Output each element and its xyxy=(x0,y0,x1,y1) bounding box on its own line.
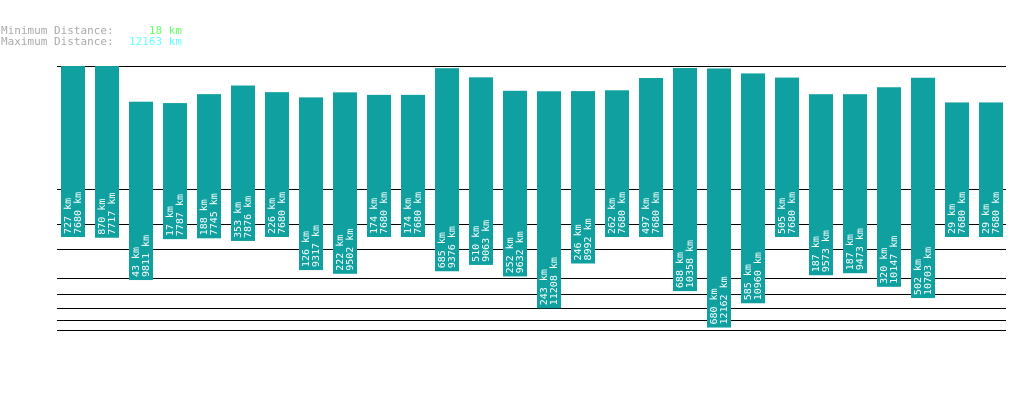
bar-max-label: 7680 km xyxy=(617,192,628,234)
bar-min-label: 502 km xyxy=(913,259,924,295)
bar-min-label: 187 km xyxy=(845,234,856,270)
distance-bar xyxy=(197,94,221,239)
distance-bar xyxy=(333,92,357,274)
distance-bar xyxy=(707,68,731,328)
bar-min-label: 497 km xyxy=(641,198,652,234)
bar-min-label: 29 km xyxy=(981,204,992,234)
distance-bar xyxy=(469,77,493,265)
bar-max-label: 10960 km xyxy=(753,252,764,300)
bar-min-label: 188 km xyxy=(199,199,210,235)
min-distance-value: 18 km xyxy=(148,24,182,37)
distance-bar xyxy=(911,77,935,299)
bar-max-label: 10147 km xyxy=(889,236,900,284)
bar-min-label: 174 km xyxy=(403,198,414,234)
bar-min-label: 226 km xyxy=(267,198,278,234)
bar-max-label: 10358 km xyxy=(685,240,696,288)
distance-bar xyxy=(537,91,561,309)
distance-bar xyxy=(673,68,697,292)
distance-bar xyxy=(231,85,255,241)
bar-max-label: 7876 km xyxy=(243,196,254,238)
bar-min-label: 187 km xyxy=(811,236,822,272)
bar-max-label: 7680 km xyxy=(957,192,968,234)
distance-bar xyxy=(979,102,1003,237)
bar-min-label: 222 km xyxy=(335,235,346,271)
bar-max-label: 9473 km xyxy=(855,228,866,270)
distance-bar xyxy=(945,102,969,237)
min-distance-row: Minimum Distance: 18 km xyxy=(1,25,182,36)
distance-bar xyxy=(163,103,187,240)
bar-max-label: 10703 km xyxy=(923,247,934,295)
distance-bar xyxy=(129,101,153,281)
distance-bar xyxy=(299,97,323,271)
max-distance-row: Maximum Distance: 12163 km xyxy=(1,36,182,47)
distance-summary: Minimum Distance: 18 km Maximum Distance:… xyxy=(1,25,182,47)
bar-min-label: 505 km xyxy=(777,198,788,234)
distance-bar xyxy=(639,78,663,237)
distance-bar xyxy=(741,73,765,304)
bar-min-label: 510 km xyxy=(471,226,482,262)
bar-max-label: 7680 km xyxy=(73,192,84,234)
bar-max-label: 7717 km xyxy=(107,193,118,235)
distance-bar xyxy=(843,94,867,274)
max-distance-label: Maximum Distance: xyxy=(1,35,114,48)
bar-min-label: 685 km xyxy=(437,232,448,268)
bar-max-label: 7680 km xyxy=(991,192,1002,234)
bar-max-label: 9632 km xyxy=(515,231,526,273)
bar-min-label: 29 km xyxy=(947,204,958,234)
distance-bar xyxy=(503,90,527,277)
distance-bar xyxy=(571,91,595,264)
bar-min-label: 353 km xyxy=(233,202,244,238)
max-distance-value: 12163 km xyxy=(129,35,182,48)
bar-max-label: 7745 km xyxy=(209,193,220,235)
distance-bar xyxy=(61,66,85,237)
bar-max-label: 7680 km xyxy=(277,192,288,234)
bar-min-label: 585 km xyxy=(743,264,754,300)
bar-min-label: 870 km xyxy=(97,199,108,235)
bar-min-label: 320 km xyxy=(879,248,890,284)
bar-min-label: 262 km xyxy=(607,198,618,234)
bar-min-label: 727 km xyxy=(63,198,74,234)
bar-max-label: 7680 km xyxy=(787,192,798,234)
bar-min-label: 174 km xyxy=(369,198,380,234)
distance-bar xyxy=(605,90,629,237)
distance-bar xyxy=(367,94,391,237)
distance-bar xyxy=(809,94,833,276)
bar-min-label: 252 km xyxy=(505,237,516,273)
bar-max-label: 9063 km xyxy=(481,220,492,262)
bar-max-label: 9502 km xyxy=(345,229,356,271)
distance-bar xyxy=(401,94,425,237)
min-distance-label: Minimum Distance: xyxy=(1,24,114,37)
bar-min-label: 246 km xyxy=(573,224,584,260)
bar-max-label: 9376 km xyxy=(447,226,458,268)
distance-bar xyxy=(435,68,459,272)
distance-bar xyxy=(265,92,289,238)
bar-max-label: 7680 km xyxy=(651,192,662,234)
bar-min-label: 43 km xyxy=(131,247,142,277)
bar-min-label: 680 km xyxy=(709,288,720,324)
bar-max-label: 7787 km xyxy=(175,194,186,236)
bar-max-label: 7680 km xyxy=(379,192,390,234)
distance-bar xyxy=(877,87,901,287)
bar-max-label: 9811 km xyxy=(141,235,152,277)
bar-max-label: 9573 km xyxy=(821,230,832,272)
bar-max-label: 8992 km xyxy=(583,218,594,260)
bar-max-label: 12162 km xyxy=(719,276,730,324)
bar-min-label: 17 km xyxy=(165,206,176,236)
bar-max-label: 11208 km xyxy=(549,257,560,305)
bar-min-label: 126 km xyxy=(301,231,312,267)
distance-bar xyxy=(775,77,799,237)
bar-max-label: 7680 km xyxy=(413,192,424,234)
bar-min-label: 243 km xyxy=(539,269,550,305)
bar-max-label: 9317 km xyxy=(311,225,322,267)
distance-bar xyxy=(95,66,119,238)
bar-min-label: 688 km xyxy=(675,252,686,288)
